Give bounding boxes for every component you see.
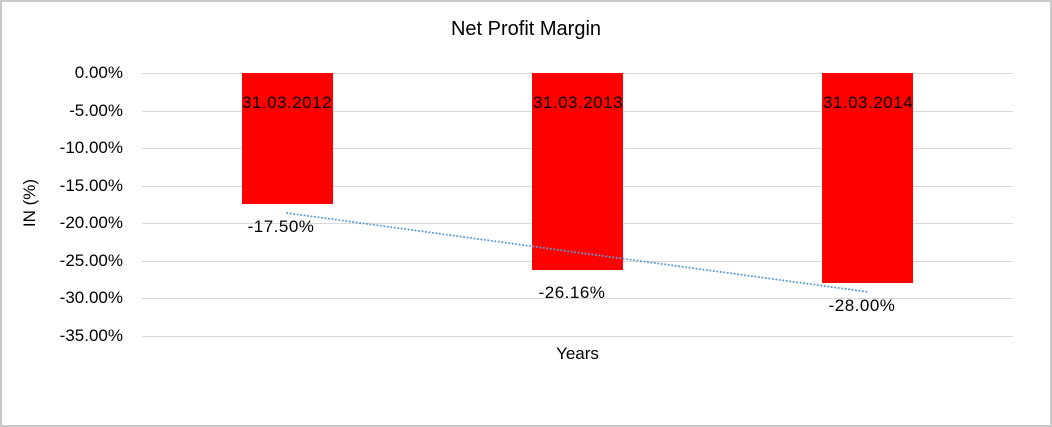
bar-31.03.2012: [242, 73, 333, 204]
bar-category-label: 31.03.2013: [532, 93, 624, 112]
gridline: [142, 336, 1013, 337]
bar-value-label: -17.50%: [247, 217, 315, 236]
y-tick-label: 0.00%: [74, 63, 123, 82]
y-tick-label: -10.00%: [59, 138, 123, 157]
y-tick-label: -30.00%: [59, 288, 123, 307]
y-tick-label: -35.00%: [59, 326, 123, 345]
gridline: [142, 298, 1013, 299]
bar-value-label: -26.16%: [538, 283, 606, 302]
bar-value-label: -28.00%: [828, 296, 896, 315]
y-tick-label: -25.00%: [59, 251, 123, 270]
bar-category-label: 31.03.2014: [822, 93, 914, 112]
x-axis-title: Years: [556, 344, 599, 363]
y-tick-label: -20.00%: [59, 213, 123, 232]
chart-title: Net Profit Margin: [450, 18, 602, 40]
y-tick-label: -15.00%: [59, 176, 123, 195]
bar-category-label: 31.03.2012: [241, 93, 333, 112]
y-tick-label: -5.00%: [69, 101, 123, 120]
